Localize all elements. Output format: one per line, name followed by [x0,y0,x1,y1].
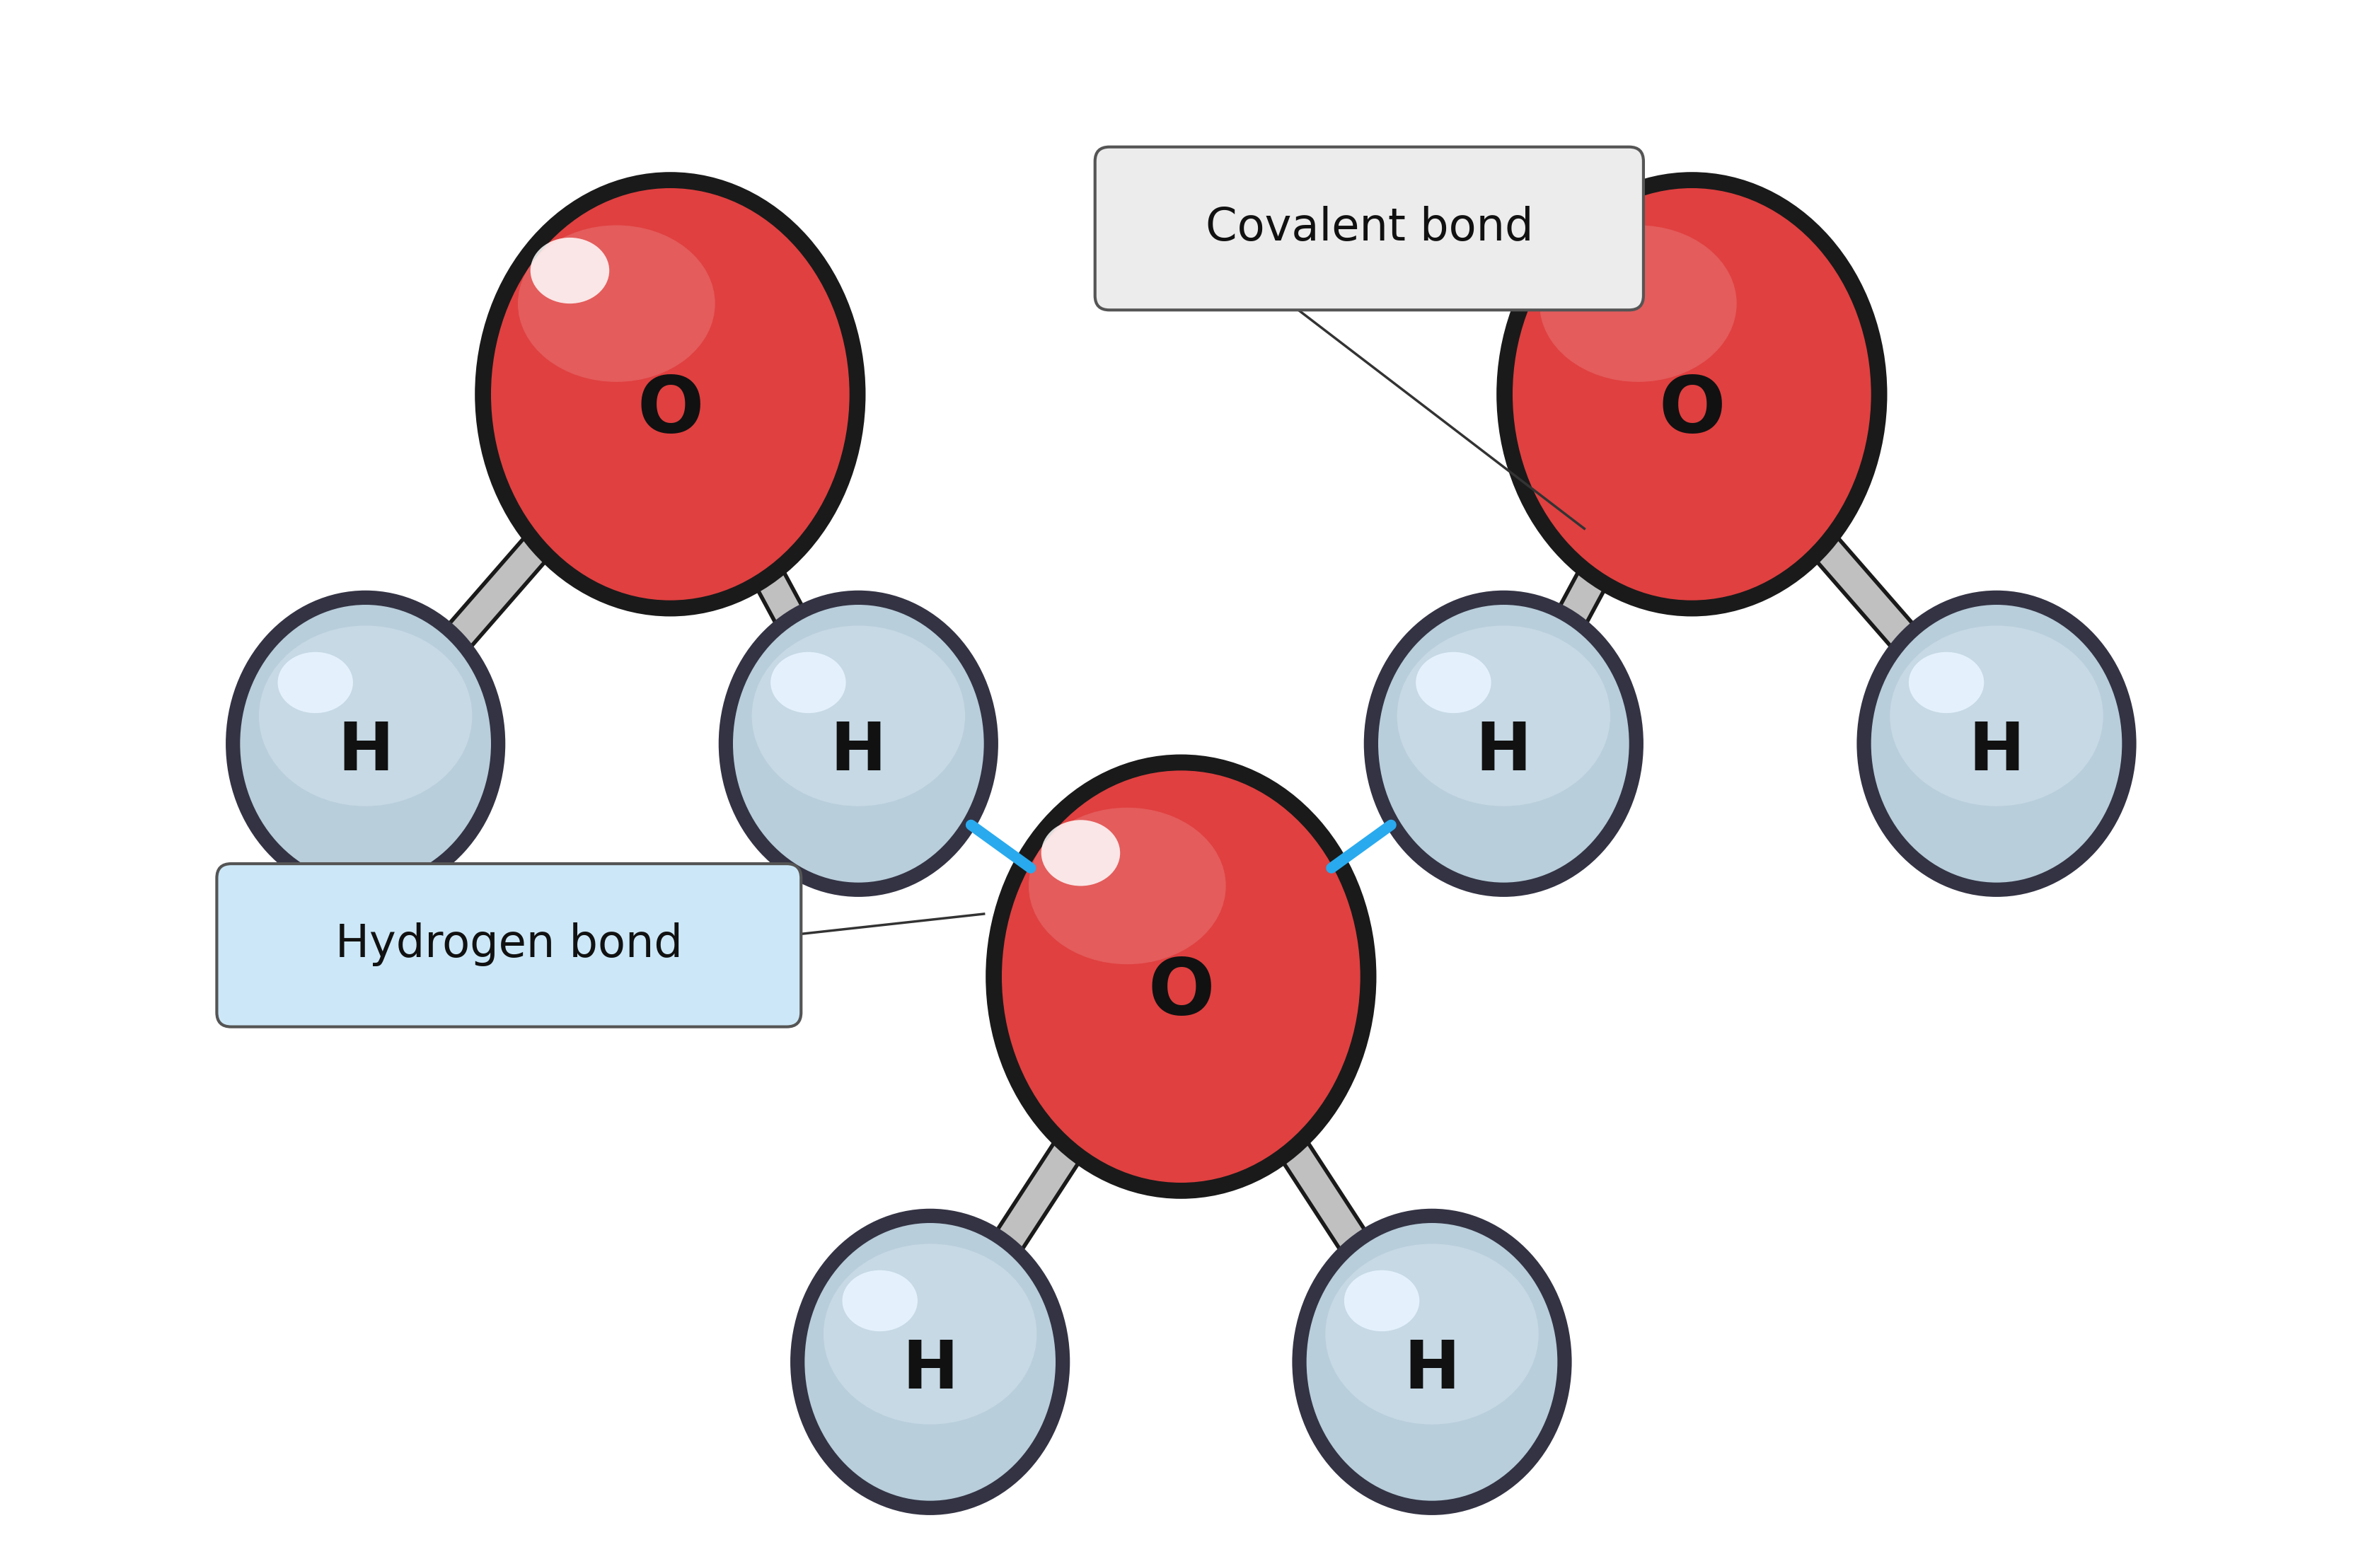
Ellipse shape [1002,770,1361,1183]
Ellipse shape [240,605,490,882]
Ellipse shape [719,591,997,896]
Ellipse shape [1909,652,1985,712]
Ellipse shape [278,652,352,712]
Ellipse shape [1345,1271,1418,1331]
Ellipse shape [1552,237,1630,304]
Text: H: H [1968,719,2025,784]
Ellipse shape [752,625,964,806]
FancyBboxPatch shape [217,864,802,1027]
Text: Hydrogen bond: Hydrogen bond [336,923,683,967]
Ellipse shape [985,755,1376,1199]
Ellipse shape [1514,189,1871,600]
Ellipse shape [1416,652,1492,712]
Text: Covalent bond: Covalent bond [1204,206,1533,249]
FancyBboxPatch shape [1095,147,1645,310]
Ellipse shape [804,1222,1057,1501]
Ellipse shape [1028,808,1226,965]
Ellipse shape [733,605,983,882]
Ellipse shape [1397,625,1611,806]
Ellipse shape [823,1244,1038,1425]
Text: H: H [831,719,885,784]
Text: H: H [902,1338,959,1403]
Ellipse shape [519,224,714,382]
Ellipse shape [1307,1222,1557,1501]
Ellipse shape [476,171,866,616]
Ellipse shape [490,189,850,600]
Ellipse shape [531,237,609,304]
Text: O: O [1659,373,1725,449]
Ellipse shape [1871,605,2123,882]
Ellipse shape [1292,1208,1571,1515]
Ellipse shape [790,1208,1071,1515]
Ellipse shape [1890,625,2104,806]
Ellipse shape [1497,171,1887,616]
Ellipse shape [1040,820,1121,886]
Text: H: H [1476,719,1533,784]
Ellipse shape [771,652,845,712]
Text: O: O [1147,956,1214,1030]
Ellipse shape [1856,591,2137,896]
Text: O: O [638,373,704,449]
Text: H: H [338,719,393,784]
Ellipse shape [1378,605,1630,882]
Ellipse shape [1364,591,1645,896]
Ellipse shape [843,1271,919,1331]
Ellipse shape [259,625,471,806]
Text: H: H [1404,1338,1459,1403]
Ellipse shape [1326,1244,1537,1425]
Ellipse shape [1540,224,1737,382]
Ellipse shape [226,591,505,896]
